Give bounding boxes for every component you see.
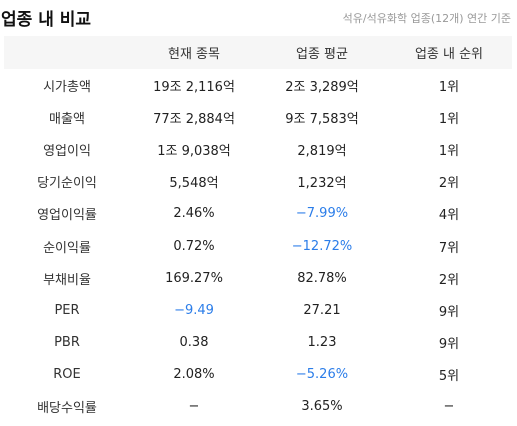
header-metric [4,36,130,69]
row-current: 77조 2,884억 [153,111,235,127]
table-row: 부채비율 169.27% 82.78% 2위 [4,262,512,294]
row-current: 0.72% [173,238,215,254]
row-current: − [188,399,200,415]
row-metric: 순이익률 [43,240,91,256]
row-current: −9.49 [174,302,214,318]
row-metric: PBR [54,335,80,351]
header-current: 현재 종목 [168,47,220,62]
row-rank: 5위 [438,369,460,385]
table-row: 배당수익률 − 3.65% − [4,391,512,423]
row-average: 3.65% [301,399,343,415]
section-header: 업종 내 비교 석유/석유화학 업종(12개) 연간 기준 [0,0,517,36]
row-average: 2,819억 [297,143,347,159]
row-average: −5.26% [295,367,349,383]
row-current: 0.38 [179,335,209,351]
row-metric: 당기순이익 [37,176,97,192]
comparison-table: 현재 종목 업종 평균 업종 내 순위 시가총액 19조 2,116억 2조 3… [4,36,512,423]
row-rank: − [443,399,455,415]
row-metric: 부채비율 [43,272,91,288]
row-rank: 9위 [438,304,460,320]
header-rank: 업종 내 순위 [414,47,484,62]
row-metric: 시가총액 [43,79,91,95]
table-row: PER −9.49 27.21 9위 [4,294,512,326]
row-metric: PER [54,302,80,318]
row-metric: 배당수익률 [37,401,97,417]
page-title: 업종 내 비교 [1,10,92,30]
row-current: 5,548억 [169,176,219,192]
row-current: 2.46% [173,206,215,222]
row-current: 2.08% [173,367,215,383]
row-rank: 2위 [438,176,460,192]
table-row: 시가총액 19조 2,116억 2조 3,289억 1위 [4,69,512,101]
row-current: 1조 9,038억 [157,143,231,159]
row-average: 1,232억 [297,176,347,192]
row-rank: 2위 [438,272,460,288]
table-row: 영업이익 1조 9,038억 2,819억 1위 [4,133,512,165]
row-average: 1.23 [307,335,337,351]
row-average: −7.99% [295,206,349,222]
row-metric: 영업이익률 [37,208,97,224]
table-row: PBR 0.38 1.23 9위 [4,327,512,359]
row-rank: 7위 [438,240,460,256]
row-metric: 영업이익 [43,143,91,159]
row-average: 27.21 [303,302,341,318]
row-average: 82.78% [297,270,347,286]
row-rank: 1위 [438,111,460,127]
row-average: 9조 7,583억 [285,111,359,127]
header-average: 업종 평균 [296,47,348,62]
table-header-row: 현재 종목 업종 평균 업종 내 순위 [4,36,512,69]
row-average: 2조 3,289억 [285,79,359,95]
table-row: 순이익률 0.72% −12.72% 7위 [4,230,512,262]
comparison-table-container: 현재 종목 업종 평균 업종 내 순위 시가총액 19조 2,116억 2조 3… [4,36,512,423]
row-rank: 4위 [438,208,460,224]
row-metric: ROE [53,367,81,383]
table-row: 매출액 77조 2,884억 9조 7,583억 1위 [4,101,512,133]
industry-basis-label: 석유/석유화학 업종(12개) 연간 기준 [342,12,511,25]
row-current: 19조 2,116억 [153,79,235,95]
row-rank: 9위 [438,337,460,353]
row-metric: 매출액 [49,111,85,127]
row-rank: 1위 [438,143,460,159]
table-row: 영업이익률 2.46% −7.99% 4위 [4,198,512,230]
row-average: −12.72% [291,238,353,254]
row-rank: 1위 [438,79,460,95]
table-row: ROE 2.08% −5.26% 5위 [4,359,512,391]
table-row: 당기순이익 5,548억 1,232억 2위 [4,166,512,198]
row-current: 169.27% [165,270,223,286]
